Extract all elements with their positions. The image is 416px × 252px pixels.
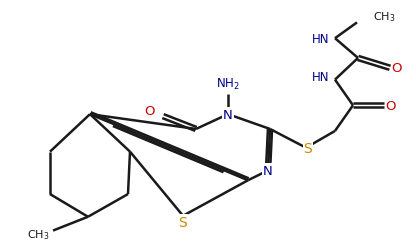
Text: N: N <box>263 164 273 177</box>
Text: O: O <box>145 104 155 117</box>
Text: S: S <box>178 215 187 229</box>
Text: HN: HN <box>312 71 329 84</box>
Text: CH$_3$: CH$_3$ <box>373 11 396 24</box>
Text: S: S <box>304 141 312 155</box>
Text: NH$_2$: NH$_2$ <box>216 77 240 92</box>
Text: O: O <box>386 99 396 112</box>
Text: O: O <box>392 62 402 75</box>
Text: CH$_3$: CH$_3$ <box>27 228 49 241</box>
Text: HN: HN <box>312 33 329 46</box>
Text: N: N <box>223 108 233 121</box>
